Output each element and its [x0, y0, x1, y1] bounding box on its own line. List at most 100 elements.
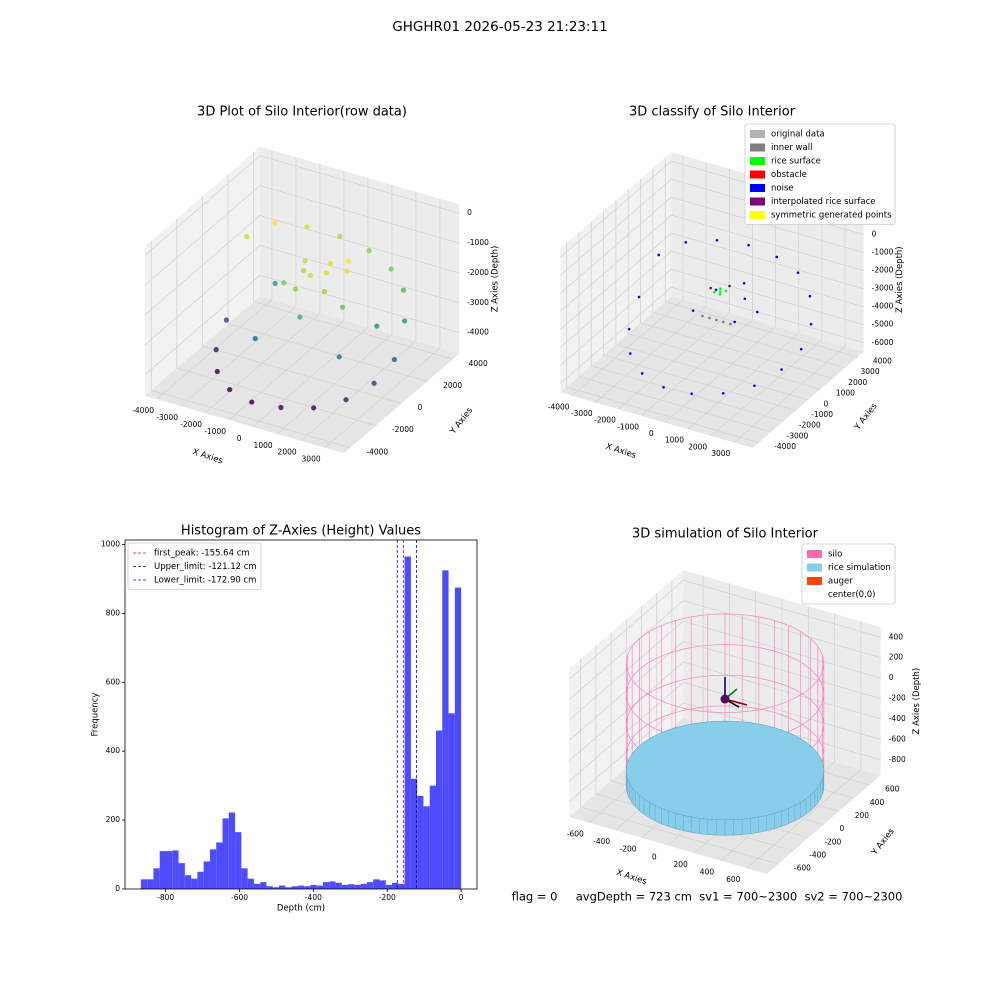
rice-side — [742, 818, 751, 835]
y-tick-label: 600 — [106, 677, 121, 686]
legend-label: Lower_limit: -172.90 cm — [154, 576, 256, 586]
y-tick-label: 0 — [418, 403, 423, 412]
z-tick-label: -1000 — [467, 238, 489, 247]
bar — [228, 812, 236, 889]
y-tick-label: 2000 — [848, 378, 867, 387]
x-tick-label: 0 — [237, 434, 242, 443]
point — [227, 386, 233, 393]
z-tick-label: 400 — [889, 632, 904, 641]
x-tick-label: -1000 — [204, 427, 226, 436]
x-tick-label: -400 — [305, 893, 322, 902]
point — [775, 255, 779, 259]
point — [339, 304, 346, 310]
point — [640, 372, 644, 375]
z-axis-label: Z Axies (Depth) — [912, 668, 922, 735]
point — [272, 220, 278, 226]
grid-line — [683, 579, 881, 638]
grid-line — [151, 389, 351, 449]
point — [742, 281, 746, 285]
bar — [304, 886, 311, 889]
z-tick-label: -2000 — [872, 266, 894, 275]
y-tick-label: -2000 — [392, 425, 414, 434]
grid-line — [683, 620, 881, 679]
point — [715, 238, 719, 242]
point — [327, 260, 333, 267]
point — [272, 280, 278, 287]
legend-box — [801, 543, 896, 605]
point — [780, 368, 783, 371]
bar — [172, 850, 179, 889]
bar — [165, 851, 173, 889]
point — [712, 290, 716, 294]
grid-line — [259, 155, 460, 214]
point — [344, 268, 350, 274]
bar — [178, 863, 185, 889]
grid-line — [259, 274, 460, 334]
y-tick-label: -2000 — [799, 421, 821, 430]
grid-line — [683, 600, 881, 659]
grid-line — [144, 185, 261, 286]
rice-side — [707, 818, 717, 836]
z-tick-label: -3000 — [872, 284, 894, 293]
legend-label: noise — [771, 184, 794, 194]
grid-line — [259, 185, 460, 244]
x-tick-label: -2000 — [180, 420, 202, 429]
y-tick-label: 1000 — [101, 539, 120, 548]
x-tick-label: -3000 — [156, 413, 178, 422]
x-tick-label: -3000 — [571, 409, 593, 418]
z-axis-label: Z Axies (Depth) — [491, 246, 501, 313]
legend-label: rice surface — [771, 157, 821, 167]
grid-line — [671, 250, 864, 308]
z-tick-label: -4000 — [467, 328, 489, 337]
y-tick-label: 200 — [106, 815, 121, 824]
x-axis-label: Depth (cm) — [277, 904, 325, 914]
point — [809, 322, 813, 326]
point — [657, 253, 660, 257]
y-tick-label: -3000 — [787, 431, 809, 440]
y-axis-label: Frequency — [91, 693, 101, 737]
x-tick-label: 1000 — [665, 436, 684, 445]
legend-patch — [750, 170, 765, 179]
point — [722, 320, 725, 324]
bar — [216, 842, 223, 889]
x-tick-label: -4000 — [132, 406, 154, 415]
rice-side — [691, 816, 700, 834]
grid-line — [640, 322, 833, 379]
point — [714, 288, 718, 292]
bar — [360, 883, 367, 889]
grid-line — [628, 333, 821, 390]
z-tick-label: 0 — [872, 230, 877, 239]
legend-patch — [750, 197, 765, 206]
grid-line — [683, 682, 881, 740]
legend-label: auger — [828, 577, 853, 587]
x-tick-label: -200 — [379, 893, 396, 902]
z-tick-label: -6000 — [872, 338, 894, 347]
grid-line — [615, 343, 809, 401]
bar — [442, 570, 449, 889]
grid-line — [560, 196, 672, 294]
grid-line — [569, 580, 684, 680]
x-tick-label: 2000 — [278, 448, 297, 457]
y-tick-label: 3000 — [861, 367, 880, 376]
grid-line — [176, 367, 377, 426]
y-tick-label: 4000 — [873, 357, 892, 366]
bar — [410, 778, 418, 889]
point — [345, 258, 352, 264]
legend-label: first_peak: -155.64 cm — [154, 549, 250, 559]
grid-line — [671, 214, 864, 272]
legend-patch — [807, 577, 822, 585]
point — [718, 290, 722, 293]
grid-line — [580, 806, 779, 865]
legend-patch — [750, 130, 765, 138]
bar — [392, 882, 399, 889]
grid-line — [671, 286, 864, 344]
chart-title: 3D Plot of Silo Interior(row data) — [197, 105, 407, 120]
figure-title: GHGHR01 2026-05-23 21:23:11 — [392, 19, 607, 35]
y-tick-label: -4000 — [366, 447, 388, 456]
point — [244, 233, 250, 240]
x-tick-label: 0 — [459, 893, 464, 902]
point — [281, 280, 287, 286]
bar — [159, 851, 166, 889]
